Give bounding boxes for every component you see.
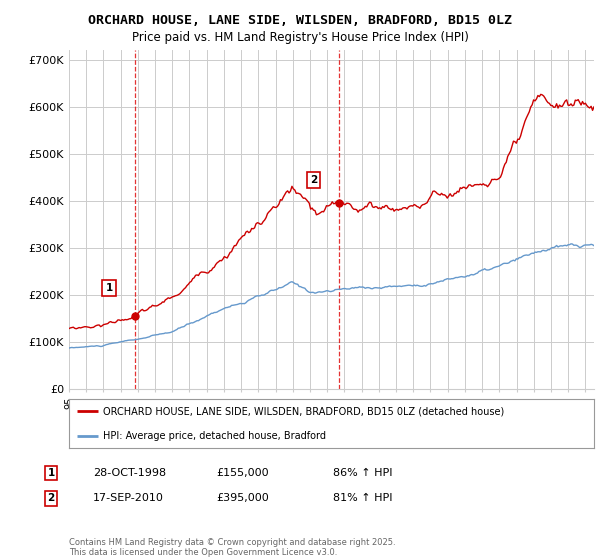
Text: Contains HM Land Registry data © Crown copyright and database right 2025.
This d: Contains HM Land Registry data © Crown c… <box>69 538 395 557</box>
Text: 81% ↑ HPI: 81% ↑ HPI <box>333 493 392 503</box>
Text: ORCHARD HOUSE, LANE SIDE, WILSDEN, BRADFORD, BD15 0LZ (detached house): ORCHARD HOUSE, LANE SIDE, WILSDEN, BRADF… <box>103 406 505 416</box>
Text: Price paid vs. HM Land Registry's House Price Index (HPI): Price paid vs. HM Land Registry's House … <box>131 31 469 44</box>
Text: ORCHARD HOUSE, LANE SIDE, WILSDEN, BRADFORD, BD15 0LZ: ORCHARD HOUSE, LANE SIDE, WILSDEN, BRADF… <box>88 14 512 27</box>
Text: 1: 1 <box>106 283 113 293</box>
Text: 2: 2 <box>310 175 317 185</box>
Text: 2: 2 <box>47 493 55 503</box>
Text: 86% ↑ HPI: 86% ↑ HPI <box>333 468 392 478</box>
Text: 28-OCT-1998: 28-OCT-1998 <box>93 468 166 478</box>
Text: 17-SEP-2010: 17-SEP-2010 <box>93 493 164 503</box>
Text: £395,000: £395,000 <box>216 493 269 503</box>
Text: 1: 1 <box>47 468 55 478</box>
Text: £155,000: £155,000 <box>216 468 269 478</box>
Text: HPI: Average price, detached house, Bradford: HPI: Average price, detached house, Brad… <box>103 431 326 441</box>
